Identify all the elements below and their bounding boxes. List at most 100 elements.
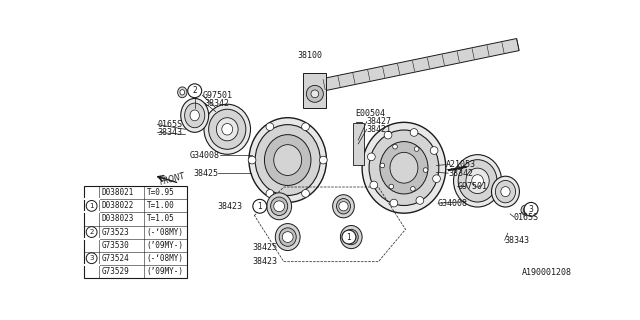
Circle shape bbox=[367, 153, 375, 161]
Ellipse shape bbox=[344, 229, 358, 245]
Ellipse shape bbox=[454, 155, 502, 207]
Text: E00504: E00504 bbox=[355, 109, 385, 118]
Text: 3: 3 bbox=[90, 255, 94, 261]
Circle shape bbox=[430, 147, 438, 154]
Circle shape bbox=[319, 156, 327, 164]
Text: D038022: D038022 bbox=[102, 201, 134, 210]
Ellipse shape bbox=[209, 109, 246, 149]
Ellipse shape bbox=[340, 226, 362, 249]
Circle shape bbox=[301, 189, 309, 197]
Ellipse shape bbox=[501, 187, 510, 196]
Ellipse shape bbox=[524, 207, 528, 213]
Ellipse shape bbox=[216, 118, 238, 141]
Text: 38423: 38423 bbox=[252, 257, 277, 266]
Circle shape bbox=[370, 181, 378, 189]
Text: (’09MY-): (’09MY-) bbox=[147, 241, 184, 250]
Ellipse shape bbox=[466, 168, 489, 194]
Circle shape bbox=[380, 163, 385, 168]
Text: 0165S: 0165S bbox=[157, 120, 182, 129]
Text: D038023: D038023 bbox=[102, 214, 134, 223]
Ellipse shape bbox=[362, 122, 446, 213]
Circle shape bbox=[414, 147, 419, 151]
Ellipse shape bbox=[390, 152, 418, 183]
Text: (-‘08MY): (-‘08MY) bbox=[147, 228, 184, 236]
Text: G34008: G34008 bbox=[438, 199, 468, 208]
Ellipse shape bbox=[492, 176, 520, 207]
Text: T=1.00: T=1.00 bbox=[147, 201, 174, 210]
Ellipse shape bbox=[458, 160, 497, 202]
Text: 38425: 38425 bbox=[193, 169, 218, 178]
Ellipse shape bbox=[271, 197, 288, 215]
Text: G97501: G97501 bbox=[202, 91, 232, 100]
Text: 38342: 38342 bbox=[448, 169, 473, 178]
Circle shape bbox=[266, 123, 274, 131]
Text: 0165S: 0165S bbox=[514, 212, 539, 221]
Ellipse shape bbox=[180, 90, 184, 95]
Text: G73523: G73523 bbox=[102, 228, 129, 236]
Text: (-‘08MY): (-‘08MY) bbox=[147, 254, 184, 263]
Text: G34008: G34008 bbox=[189, 151, 220, 160]
Ellipse shape bbox=[264, 135, 311, 186]
Ellipse shape bbox=[311, 90, 319, 98]
Text: G73524: G73524 bbox=[102, 254, 129, 263]
Circle shape bbox=[342, 230, 356, 244]
Ellipse shape bbox=[274, 145, 301, 175]
Text: 1: 1 bbox=[257, 202, 262, 211]
Circle shape bbox=[86, 227, 97, 237]
Circle shape bbox=[384, 131, 392, 139]
Circle shape bbox=[266, 189, 274, 197]
Ellipse shape bbox=[275, 224, 300, 251]
Text: G73529: G73529 bbox=[102, 267, 129, 276]
Bar bbox=[303, 73, 326, 108]
Text: 38423: 38423 bbox=[217, 202, 242, 211]
Text: G73530: G73530 bbox=[102, 241, 129, 250]
Text: A21053: A21053 bbox=[446, 160, 476, 169]
Text: (’09MY-): (’09MY-) bbox=[147, 267, 184, 276]
Ellipse shape bbox=[184, 103, 205, 128]
Ellipse shape bbox=[521, 205, 531, 215]
Circle shape bbox=[301, 123, 309, 131]
Ellipse shape bbox=[178, 87, 187, 98]
Ellipse shape bbox=[255, 124, 320, 196]
Circle shape bbox=[282, 232, 293, 243]
Text: T=0.95: T=0.95 bbox=[147, 188, 174, 197]
Circle shape bbox=[416, 196, 424, 204]
Text: 1: 1 bbox=[90, 203, 94, 209]
Ellipse shape bbox=[337, 198, 351, 214]
Text: 38343: 38343 bbox=[505, 236, 530, 245]
Bar bbox=[353, 123, 364, 165]
Circle shape bbox=[410, 187, 415, 191]
Text: 38427: 38427 bbox=[367, 117, 392, 126]
Bar bbox=[84, 186, 187, 278]
Ellipse shape bbox=[190, 110, 199, 121]
Ellipse shape bbox=[180, 99, 209, 132]
Polygon shape bbox=[323, 38, 519, 91]
Text: 3: 3 bbox=[529, 205, 534, 214]
Ellipse shape bbox=[495, 180, 516, 203]
Text: T=1.05: T=1.05 bbox=[147, 214, 174, 223]
Circle shape bbox=[389, 184, 394, 189]
Ellipse shape bbox=[204, 104, 250, 154]
Ellipse shape bbox=[222, 124, 233, 135]
Circle shape bbox=[248, 156, 256, 164]
Ellipse shape bbox=[472, 175, 483, 187]
Text: 38342: 38342 bbox=[205, 99, 230, 108]
Text: 38343: 38343 bbox=[157, 128, 182, 137]
Ellipse shape bbox=[369, 130, 439, 205]
Circle shape bbox=[339, 202, 348, 211]
Circle shape bbox=[410, 129, 418, 136]
Circle shape bbox=[86, 253, 97, 264]
Text: 38100: 38100 bbox=[297, 51, 322, 60]
Text: G97501: G97501 bbox=[458, 182, 488, 191]
Circle shape bbox=[86, 201, 97, 211]
Circle shape bbox=[524, 203, 538, 216]
Text: 1: 1 bbox=[346, 233, 351, 242]
Circle shape bbox=[347, 232, 356, 242]
Circle shape bbox=[433, 175, 440, 182]
Text: FRONT: FRONT bbox=[159, 172, 187, 187]
Circle shape bbox=[274, 201, 285, 212]
Ellipse shape bbox=[307, 85, 323, 102]
Text: 2: 2 bbox=[193, 86, 197, 95]
Text: D038021: D038021 bbox=[102, 188, 134, 197]
Circle shape bbox=[423, 168, 428, 172]
